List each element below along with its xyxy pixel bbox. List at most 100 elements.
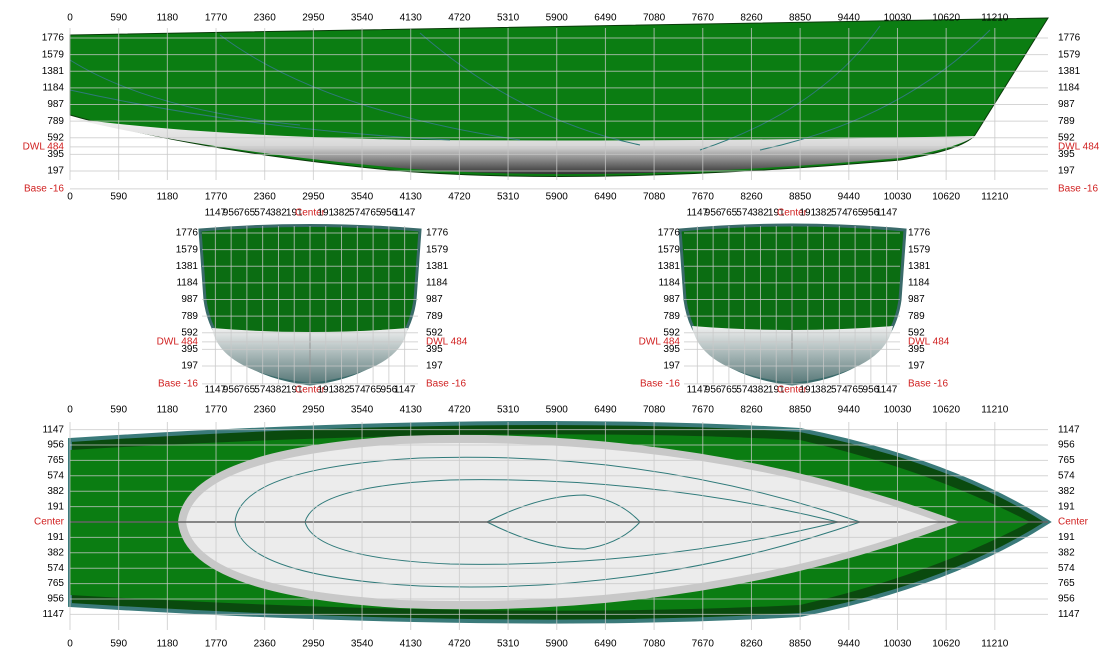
height-tick-label: 987 [426,294,443,305]
x-tick-label: 1180 [157,405,179,416]
height-tick-label: 1184 [176,278,198,289]
x-tick-label: 10620 [932,405,960,416]
x-tick-label: 590 [110,639,127,650]
breadth-tick-label: 574 [831,208,848,219]
x-tick-label: 0 [67,13,73,24]
height-tick-label: 1381 [176,261,199,272]
x-tick-label: 2950 [302,13,325,24]
breadth-tick-label: 382 [270,208,287,219]
breadth-tick-label: 574 [736,208,753,219]
breadth-tick-label: 1147 [687,385,709,396]
height-tick-label: 1184 [908,278,930,289]
height-tick-label: DWL 484 [157,336,199,347]
y-tick-label: DWL 484 [1058,141,1100,152]
y-tick-label: 1776 [42,33,65,44]
x-tick-label: 1770 [205,405,228,416]
x-tick-label: 7670 [692,13,715,24]
y-tick-label: Center [1058,517,1089,528]
height-tick-label: 1381 [426,261,449,272]
breadth-tick-label: 956 [381,385,398,396]
height-tick-label: 1381 [658,261,681,272]
height-tick-label: DWL 484 [426,336,468,347]
x-tick-label: 11210 [981,13,1009,24]
height-tick-label: 592 [181,327,198,338]
breadth-tick-label: 765 [721,385,738,396]
breadth-tick-label: 765 [365,385,382,396]
height-tick-label: 197 [663,361,680,372]
y-tick-label: 765 [1058,578,1075,589]
height-tick-label: 592 [663,327,680,338]
x-tick-label: 2360 [254,405,277,416]
breadth-tick-label: 765 [847,385,864,396]
x-tick-label: 6490 [594,13,617,24]
breadth-tick-label: 191 [799,385,816,396]
breadth-tick-label: 191 [286,385,303,396]
height-tick-label: Base -16 [908,379,948,390]
y-tick-label: 765 [1058,455,1075,466]
y-tick-label: 382 [47,547,64,558]
x-tick-label: 9440 [838,192,861,203]
y-tick-label: 1147 [1058,609,1080,620]
breadth-tick-label: 1147 [205,208,227,219]
breadth-tick-label: 1147 [876,208,898,219]
x-tick-label: 4130 [400,405,423,416]
x-tick-label: 590 [110,405,127,416]
x-tick-label: 10030 [884,639,912,650]
x-tick-label: 1770 [205,639,228,650]
x-tick-label: 2360 [254,13,277,24]
breadth-tick-label: 574 [831,385,848,396]
y-tick-label: 1381 [1058,66,1081,77]
height-tick-label: 395 [663,344,680,355]
x-tick-label: 10620 [932,639,960,650]
y-tick-label: 191 [47,532,64,543]
breadth-tick-label: 574 [349,385,366,396]
breadth-tick-label: 382 [333,385,350,396]
height-tick-label: 197 [426,361,443,372]
height-tick-label: Base -16 [426,379,466,390]
x-tick-label: 11210 [981,405,1009,416]
x-tick-label: 8260 [740,192,763,203]
x-tick-label: 5310 [497,192,520,203]
x-tick-label: 7080 [643,192,666,203]
x-tick-label: 6490 [594,405,617,416]
y-tick-label: 765 [47,578,64,589]
x-tick-label: 4720 [448,639,471,650]
breadth-tick-label: 191 [768,385,785,396]
breadth-tick-label: 765 [721,208,738,219]
x-tick-label: 9440 [838,639,861,650]
x-tick-label: 3540 [351,639,374,650]
breadth-tick-label: 574 [349,208,366,219]
y-tick-label: 382 [1058,547,1075,558]
profile-hull [69,17,1049,177]
height-tick-label: 1776 [908,228,931,239]
x-tick-label: 8850 [789,13,812,24]
breadth-tick-label: 382 [333,208,350,219]
y-tick-label: DWL 484 [23,141,65,152]
x-tick-label: 4130 [400,192,423,203]
height-tick-label: DWL 484 [908,336,950,347]
x-tick-label: 8850 [789,405,812,416]
y-tick-label: Base -16 [1058,184,1098,195]
y-tick-label: 789 [47,116,64,127]
y-tick-label: 395 [47,149,64,160]
x-tick-label: 2360 [254,192,277,203]
x-tick-label: 7670 [692,192,715,203]
x-tick-label: 5310 [497,13,520,24]
breadth-tick-label: 382 [752,208,769,219]
x-tick-label: 590 [110,13,127,24]
height-tick-label: 789 [181,311,198,322]
x-tick-label: 9440 [838,405,861,416]
height-tick-label: 395 [908,344,925,355]
x-tick-label: 1180 [157,192,179,203]
height-tick-label: 395 [181,344,198,355]
y-tick-label: 1579 [42,49,65,60]
height-tick-label: 1579 [426,244,449,255]
y-tick-label: 1184 [1058,83,1080,94]
y-tick-label: 191 [1058,532,1075,543]
y-tick-label: 956 [47,440,64,451]
y-tick-label: 1184 [42,83,64,94]
breadth-tick-label: 956 [381,208,398,219]
breadth-tick-label: Center [777,385,808,396]
breadth-tick-label: 382 [752,385,769,396]
